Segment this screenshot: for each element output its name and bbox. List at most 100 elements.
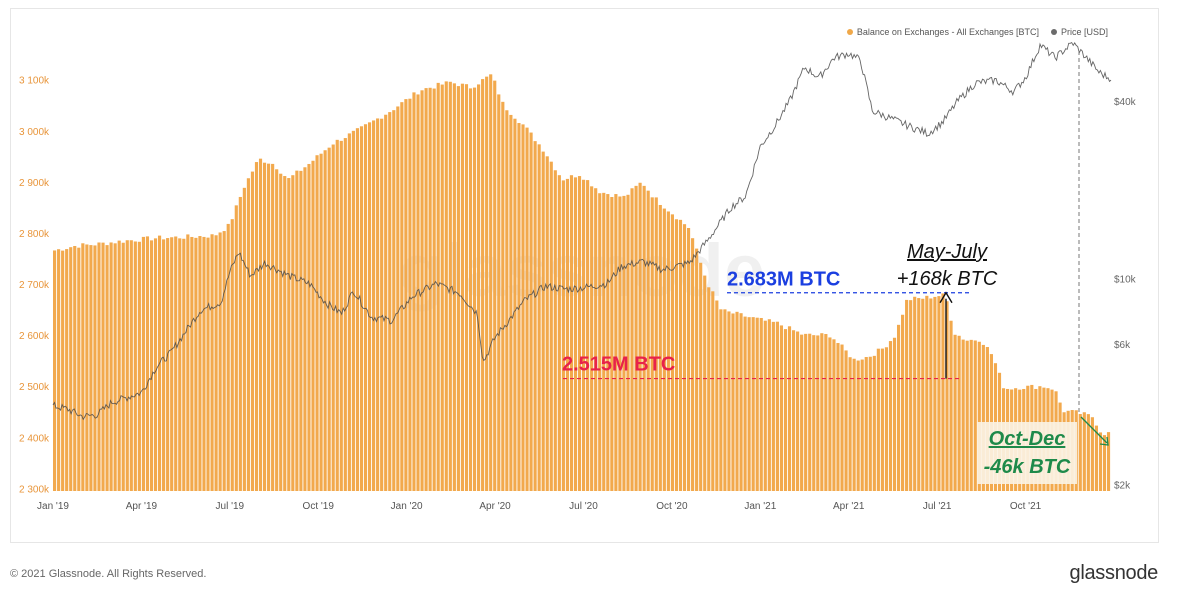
- balance-bar: [888, 341, 893, 491]
- balance-bar: [460, 83, 464, 491]
- balance-bar: [77, 247, 81, 491]
- legend-item-price[interactable]: Price [USD]: [1050, 27, 1108, 37]
- balance-bar: [917, 298, 921, 491]
- balance-bar: [848, 357, 852, 491]
- balance-bar: [113, 243, 117, 491]
- legend-item-balance[interactable]: Balance on Exchanges - All Exchanges [BT…: [846, 27, 1039, 37]
- balance-bar: [703, 275, 707, 491]
- right-axis-label: $10k: [1114, 274, 1137, 285]
- balance-bar: [456, 86, 460, 492]
- balance-bar: [246, 178, 250, 491]
- balance-bar: [816, 335, 820, 491]
- balance-bar: [610, 197, 614, 491]
- right-axis-label: $6k: [1114, 340, 1131, 351]
- balance-bar: [901, 314, 905, 491]
- balance-bar: [295, 170, 299, 491]
- x-axis-label: Jan '19: [37, 501, 69, 512]
- balance-bar: [771, 321, 775, 491]
- balance-bar: [472, 87, 477, 491]
- balance-bar: [238, 196, 242, 491]
- balance-bar: [533, 141, 537, 491]
- balance-bar: [396, 106, 400, 492]
- balance-bar: [505, 110, 509, 491]
- balance-bar: [981, 344, 985, 491]
- balance-bar: [234, 205, 238, 491]
- balance-bar: [513, 118, 517, 492]
- balance-bar: [262, 162, 267, 491]
- balance-bar: [525, 127, 529, 492]
- balance-bar: [194, 237, 198, 491]
- oct-dec-arrowhead: [1099, 436, 1109, 446]
- balance-bar: [481, 79, 485, 491]
- balance-bar: [420, 90, 424, 491]
- balance-bar: [783, 329, 788, 491]
- balance-bar: [89, 245, 93, 491]
- x-axis-label: Jan '20: [391, 501, 423, 512]
- balance-bar: [133, 241, 137, 491]
- balance-bar: [198, 236, 202, 491]
- balance-bar: [359, 126, 364, 491]
- balance-bar: [800, 334, 804, 491]
- balance-bar: [521, 124, 525, 491]
- balance-bar: [905, 299, 909, 491]
- x-axis-label: Oct '20: [656, 501, 688, 512]
- balance-bar: [125, 240, 129, 491]
- left-axis-label: 2 600k: [19, 331, 50, 342]
- balance-bar: [182, 238, 186, 491]
- balance-bar: [331, 144, 335, 491]
- balance-bar: [541, 151, 545, 491]
- balance-bar: [1094, 425, 1098, 491]
- balance-bar: [230, 219, 234, 491]
- balance-bar: [153, 238, 158, 491]
- left-axis-label: 3 000k: [19, 127, 50, 138]
- balance-bar: [699, 262, 703, 491]
- balance-bar: [141, 236, 145, 491]
- balance-bar: [884, 347, 889, 491]
- oct-dec-arrow: [1080, 416, 1108, 444]
- balance-bar: [682, 224, 687, 492]
- balance-bar: [400, 102, 404, 491]
- balance-bar: [614, 194, 618, 492]
- balance-bar: [73, 245, 77, 491]
- balance-bar: [695, 248, 699, 491]
- balance-bar: [569, 175, 574, 491]
- balance-bar: [913, 296, 917, 491]
- balance-bar: [812, 335, 816, 491]
- left-axis-label: 2 800k: [19, 229, 50, 240]
- balance-bar: [598, 193, 602, 491]
- balance-bar: [933, 296, 937, 491]
- balance-bar: [1078, 414, 1082, 491]
- balance-bar: [836, 343, 840, 491]
- x-axis-label: Jul '20: [569, 501, 598, 512]
- balance-bar: [868, 356, 872, 491]
- x-axis-label: Jul '19: [216, 501, 245, 512]
- balance-bar: [339, 140, 343, 492]
- balance-bar: [448, 81, 452, 491]
- balance-bar: [105, 245, 109, 491]
- balance-bar: [561, 180, 565, 491]
- balance-bar: [129, 240, 133, 491]
- balance-bar: [896, 324, 901, 491]
- balance-bar: [436, 82, 440, 491]
- balance-bar: [674, 219, 679, 491]
- balance-bar: [678, 219, 683, 491]
- balance-bar: [529, 132, 533, 492]
- balance-bar: [468, 88, 473, 491]
- balance-bar: [961, 339, 965, 491]
- balance-bar: [57, 249, 61, 491]
- legend-dot-balance: [846, 29, 853, 35]
- balance-bar: [501, 101, 505, 491]
- balance-bar: [731, 313, 735, 491]
- balance-bar: [190, 236, 194, 491]
- balance-bar: [81, 243, 85, 491]
- balance-bar: [307, 163, 311, 491]
- legend: Balance on Exchanges - All Exchanges [BT…: [846, 27, 1108, 37]
- balance-bar: [1098, 432, 1103, 491]
- balance-bar: [844, 350, 848, 491]
- balance-bar: [735, 311, 739, 491]
- balance-bar: [388, 112, 392, 491]
- left-axis-label: 2 400k: [19, 433, 50, 444]
- balance-bar: [166, 238, 170, 491]
- balance-bar: [162, 239, 166, 491]
